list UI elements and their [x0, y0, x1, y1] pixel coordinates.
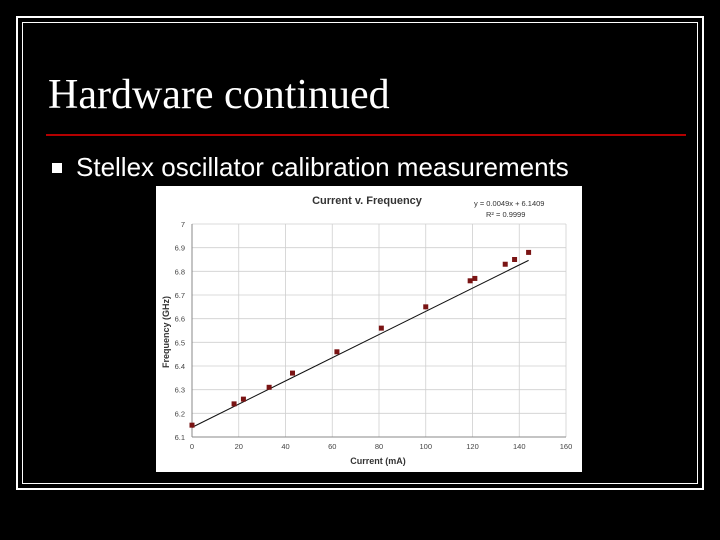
data-point — [512, 257, 518, 262]
data-point — [231, 401, 237, 407]
slide-frame-inner — [22, 22, 698, 484]
trendline-equation: y = 0.0049x + 6.1409 — [474, 199, 544, 208]
data-point — [266, 384, 272, 390]
chart-title: Current v. Frequency — [312, 195, 423, 207]
scatter-chart: Current v. Frequency y = 0.0049x + 6.140… — [161, 195, 573, 466]
data-points — [189, 249, 532, 428]
data-point — [423, 304, 429, 310]
trendline-r-squared: R² = 0.9999 — [486, 210, 525, 219]
slide-title: Hardware continued — [48, 72, 390, 118]
tick-labels: 0 20 40 60 80 100 120 140 160 6.1 6.2 6.3 6.4 6.5 6.6 6… — [175, 220, 573, 451]
y-tick-label: 6.3 — [175, 386, 185, 395]
data-point — [378, 325, 384, 331]
data-point — [240, 396, 246, 402]
y-tick-label: 6.6 — [175, 315, 185, 324]
x-axis-label: Current (mA) — [350, 456, 406, 466]
data-point — [290, 370, 296, 376]
bullet-text: Stellex oscillator calibration measureme… — [76, 152, 569, 182]
y-tick-label: 7 — [181, 220, 185, 229]
x-tick-label: 20 — [235, 442, 243, 451]
x-tick-label: 80 — [375, 442, 383, 451]
x-tick-label: 140 — [513, 442, 526, 451]
gridlines — [191, 223, 567, 438]
y-axis-label: Frequency (GHz) — [161, 296, 171, 368]
square-bullet-icon — [52, 162, 62, 173]
data-point — [467, 278, 473, 284]
trendline-layer — [191, 259, 529, 428]
y-tick-label: 6.2 — [175, 409, 185, 418]
y-tick-label: 6.8 — [175, 267, 185, 276]
y-tick-label: 6.5 — [175, 338, 185, 347]
trendline — [191, 259, 529, 428]
data-point — [526, 249, 532, 255]
data-point — [189, 422, 195, 428]
data-point — [472, 275, 478, 281]
y-tick-label: 6.9 — [175, 244, 185, 253]
y-tick-label: 6.1 — [175, 433, 185, 442]
x-tick-label: 160 — [560, 442, 573, 451]
y-tick-label: 6.4 — [175, 362, 185, 371]
slide-frame-outer — [16, 16, 704, 490]
y-tick-label: 6.7 — [175, 291, 185, 300]
x-tick-label: 120 — [466, 442, 479, 451]
title-divider — [46, 134, 686, 136]
data-point — [334, 349, 340, 355]
bullet-item: Stellex oscillator calibration measureme… — [52, 152, 569, 183]
x-tick-label: 100 — [419, 442, 432, 451]
x-tick-label: 60 — [328, 442, 336, 451]
x-tick-label: 40 — [281, 442, 289, 451]
data-point — [502, 261, 508, 267]
chart-panel: Current v. Frequency y = 0.0049x + 6.140… — [156, 186, 582, 472]
x-tick-label: 0 — [190, 442, 194, 451]
